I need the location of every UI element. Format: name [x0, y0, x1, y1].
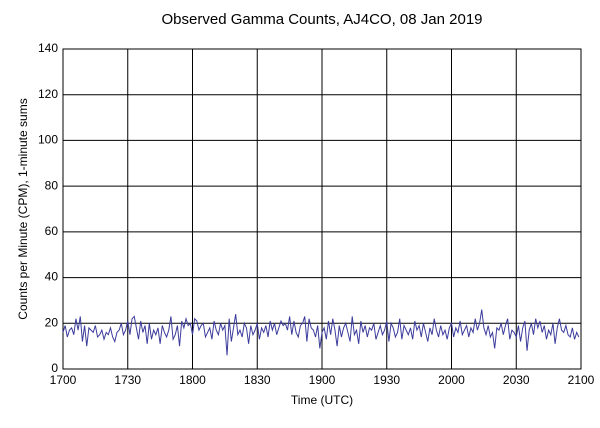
- y-tick-label: 80: [45, 178, 59, 192]
- y-tick-label: 120: [38, 87, 58, 101]
- x-tick-label: 1800: [179, 373, 206, 387]
- x-tick-label: 1830: [244, 373, 271, 387]
- x-tick-label: 2030: [503, 373, 530, 387]
- x-tick-label: 1700: [50, 373, 77, 387]
- y-tick-label: 40: [45, 270, 59, 284]
- y-tick-label: 140: [38, 41, 58, 55]
- x-tick-label: 2100: [568, 373, 595, 387]
- y-axis-label: Counts per Minute (CPM), 1-minute sums: [16, 98, 30, 319]
- x-tick-label: 1730: [114, 373, 141, 387]
- plot-frame: [62, 48, 582, 370]
- x-tick-label: 1930: [373, 373, 400, 387]
- data-line: [62, 309, 580, 356]
- x-tick-label: 1900: [309, 373, 336, 387]
- x-axis-label: Time (UTC): [291, 393, 353, 407]
- y-tick-label: 60: [45, 224, 59, 238]
- y-tick-label: 0: [51, 361, 58, 375]
- y-tick-label: 100: [38, 133, 58, 147]
- x-tick-label: 2000: [438, 373, 465, 387]
- chart-title: Observed Gamma Counts, AJ4CO, 08 Jan 201…: [162, 11, 483, 28]
- y-tick-label: 20: [45, 315, 59, 329]
